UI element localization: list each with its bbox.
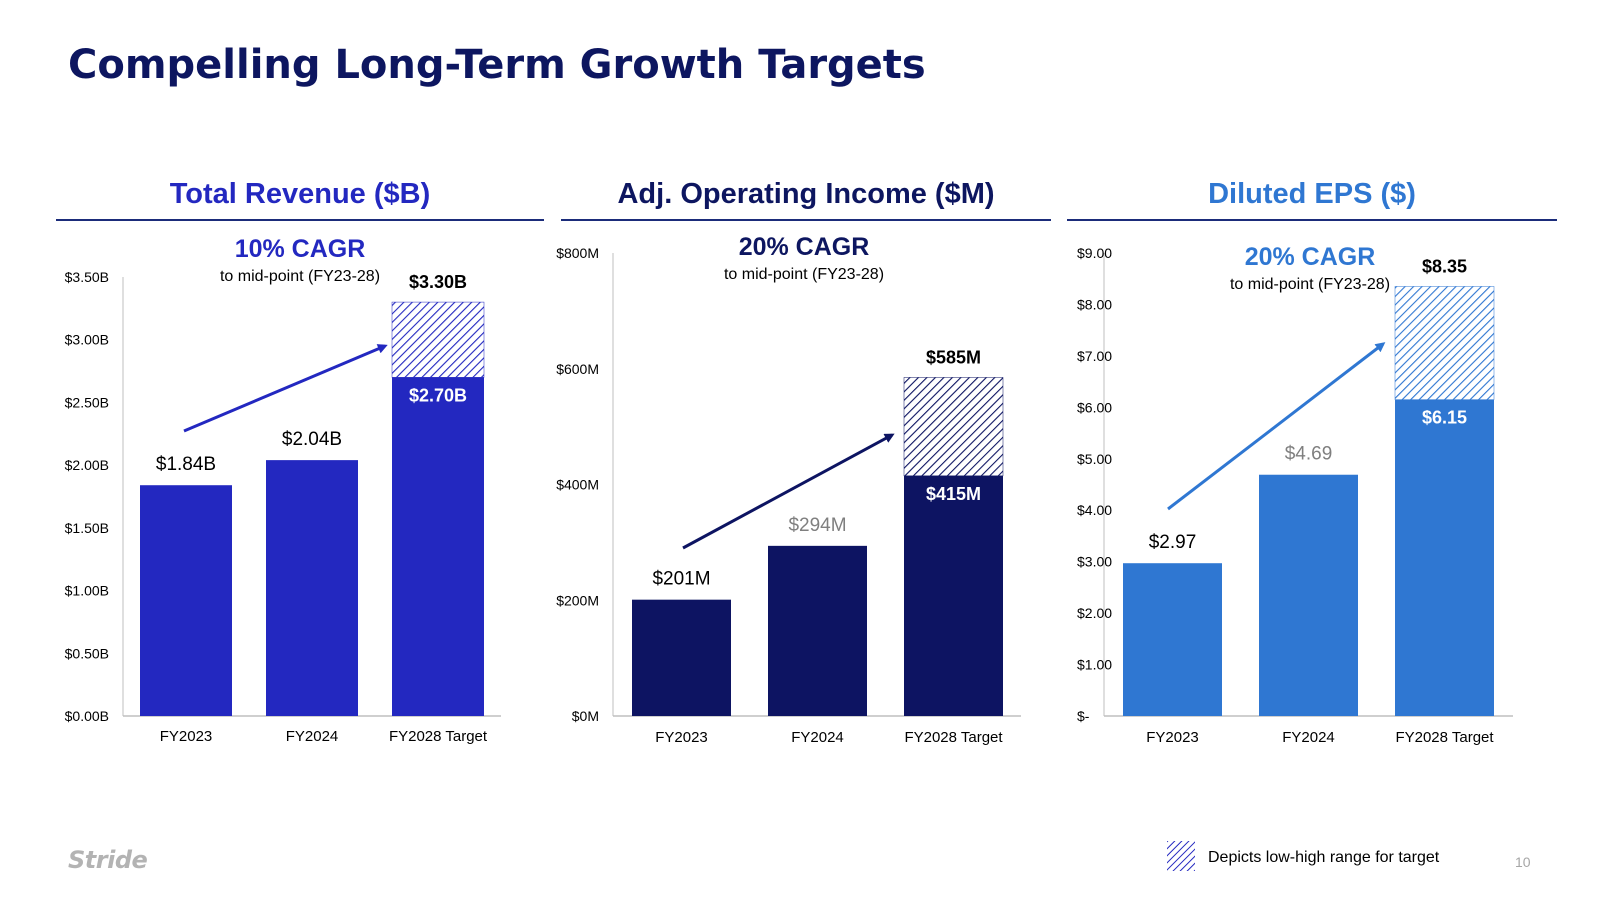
eps-chart: $- $1.00 $2.00 $3.00 $4.00 $5.00 $6.00 $7.00 $8.… — [1077, 245, 1513, 746]
operating-income-category-label: FY2028 Target — [904, 729, 1003, 746]
eps-bar-1 — [1259, 474, 1358, 716]
revenue-ytick-label: $0.50B — [65, 645, 109, 661]
revenue-bar-2 — [392, 377, 484, 716]
eps-ytick-label: $2.00 — [1077, 605, 1112, 621]
eps-bar-0 — [1123, 563, 1222, 716]
eps-ytick-label: $1.00 — [1077, 657, 1112, 673]
eps-cagr: 20% CAGR — [1244, 243, 1376, 271]
eps-ytick-label: $4.00 — [1077, 502, 1112, 518]
operating-income-category-label: FY2024 — [791, 729, 844, 746]
eps-data-label: $2.97 — [1149, 532, 1197, 553]
eps-data-label: $6.15 — [1422, 408, 1467, 428]
revenue-ytick-label: $3.50B — [65, 269, 109, 285]
revenue-ytick-label: $1.50B — [65, 520, 109, 536]
revenue-high-label: $3.30B — [409, 272, 467, 292]
revenue-ytick-label: $2.50B — [65, 394, 109, 410]
eps-ytick-label: $9.00 — [1077, 245, 1112, 261]
eps-bar-2 — [1395, 399, 1494, 716]
revenue-ytick-label: $0.00B — [65, 708, 109, 724]
revenue-ytick-label: $1.00B — [65, 583, 109, 599]
eps-data-label: $4.69 — [1285, 444, 1333, 465]
eps-ytick-label: $7.00 — [1077, 348, 1112, 364]
operating-income-ytick-label: $600M — [556, 361, 599, 377]
operating-income-bar-0 — [632, 599, 731, 716]
operating-income-ytick-label: $200M — [556, 592, 599, 608]
operating-income-target-range-bar — [903, 377, 1004, 477]
operating-income-high-label: $585M — [926, 347, 981, 367]
operating-income-growth-arrow — [682, 433, 895, 550]
operating-income-cagr-note: to mid-point (FY23-28) — [723, 266, 885, 283]
eps-high-label: $8.35 — [1422, 256, 1467, 276]
revenue-bar-0 — [140, 485, 232, 716]
eps-ytick-label: $3.00 — [1077, 554, 1112, 570]
revenue-data-label: $2.04B — [282, 429, 342, 450]
operating-income-data-label: $415M — [926, 484, 981, 504]
eps-ytick-label: $6.00 — [1077, 399, 1112, 415]
eps-target-range-bar — [1394, 286, 1495, 400]
eps-category-label: FY2028 Target — [1395, 729, 1494, 746]
revenue-data-label: $1.84B — [156, 454, 216, 475]
operating-income-ytick-label: $0M — [572, 708, 599, 724]
revenue-target-range-bar — [391, 301, 485, 378]
stride-logo: Stride — [68, 846, 148, 874]
operating-income-panel-rule — [561, 219, 1051, 221]
revenue-category-label: FY2028 Target — [389, 728, 488, 745]
revenue-panel-rule — [56, 219, 544, 221]
operating-income-category-label: FY2023 — [655, 729, 708, 746]
revenue-bar-1 — [266, 460, 358, 716]
page-number: 10 — [1515, 854, 1531, 870]
operating-income-cagr: 20% CAGR — [738, 233, 870, 261]
revenue-growth-arrow — [183, 344, 388, 433]
revenue-cagr: 10% CAGR — [234, 235, 366, 263]
revenue-category-label: FY2024 — [286, 728, 339, 745]
revenue-panel-title: Total Revenue ($B) — [169, 178, 431, 210]
operating-income-data-label: $294M — [788, 515, 846, 536]
operating-income-ytick-label: $800M — [556, 245, 599, 261]
revenue-chart: $0.00B $0.50B $1.00B $1.50B $2.00B $2.50B $3.0… — [65, 269, 501, 745]
eps-panel-title: Diluted EPS ($) — [1208, 178, 1416, 210]
operating-income-panel-title: Adj. Operating Income ($M) — [617, 178, 995, 210]
eps-cagr-note: to mid-point (FY23-28) — [1229, 276, 1391, 293]
operating-income-chart: $0M $200M $400M $600M $800M $201M FY2023 $294M F… — [556, 245, 1021, 746]
eps-ytick-label: $8.00 — [1077, 296, 1112, 312]
revenue-cagr-note: to mid-point (FY23-28) — [219, 268, 381, 285]
operating-income-bar-2 — [904, 475, 1003, 716]
eps-category-label: FY2023 — [1146, 729, 1199, 746]
revenue-ytick-label: $2.00B — [65, 457, 109, 473]
eps-growth-arrow — [1167, 342, 1386, 511]
revenue-category-label: FY2023 — [160, 728, 213, 745]
legend-label: Depicts low-high range for target — [1208, 849, 1440, 866]
slide-title: Compelling Long-Term Growth Targets — [68, 42, 926, 88]
eps-panel-rule — [1067, 219, 1557, 221]
operating-income-data-label: $201M — [652, 569, 710, 590]
operating-income-ytick-label: $400M — [556, 477, 599, 493]
eps-ytick-label: $- — [1077, 708, 1090, 724]
legend-hatch-swatch — [1167, 841, 1195, 871]
revenue-data-label: $2.70B — [409, 385, 467, 405]
revenue-ytick-label: $3.00B — [65, 332, 109, 348]
operating-income-bar-1 — [768, 545, 867, 716]
eps-ytick-label: $5.00 — [1077, 451, 1112, 467]
eps-category-label: FY2024 — [1282, 729, 1335, 746]
